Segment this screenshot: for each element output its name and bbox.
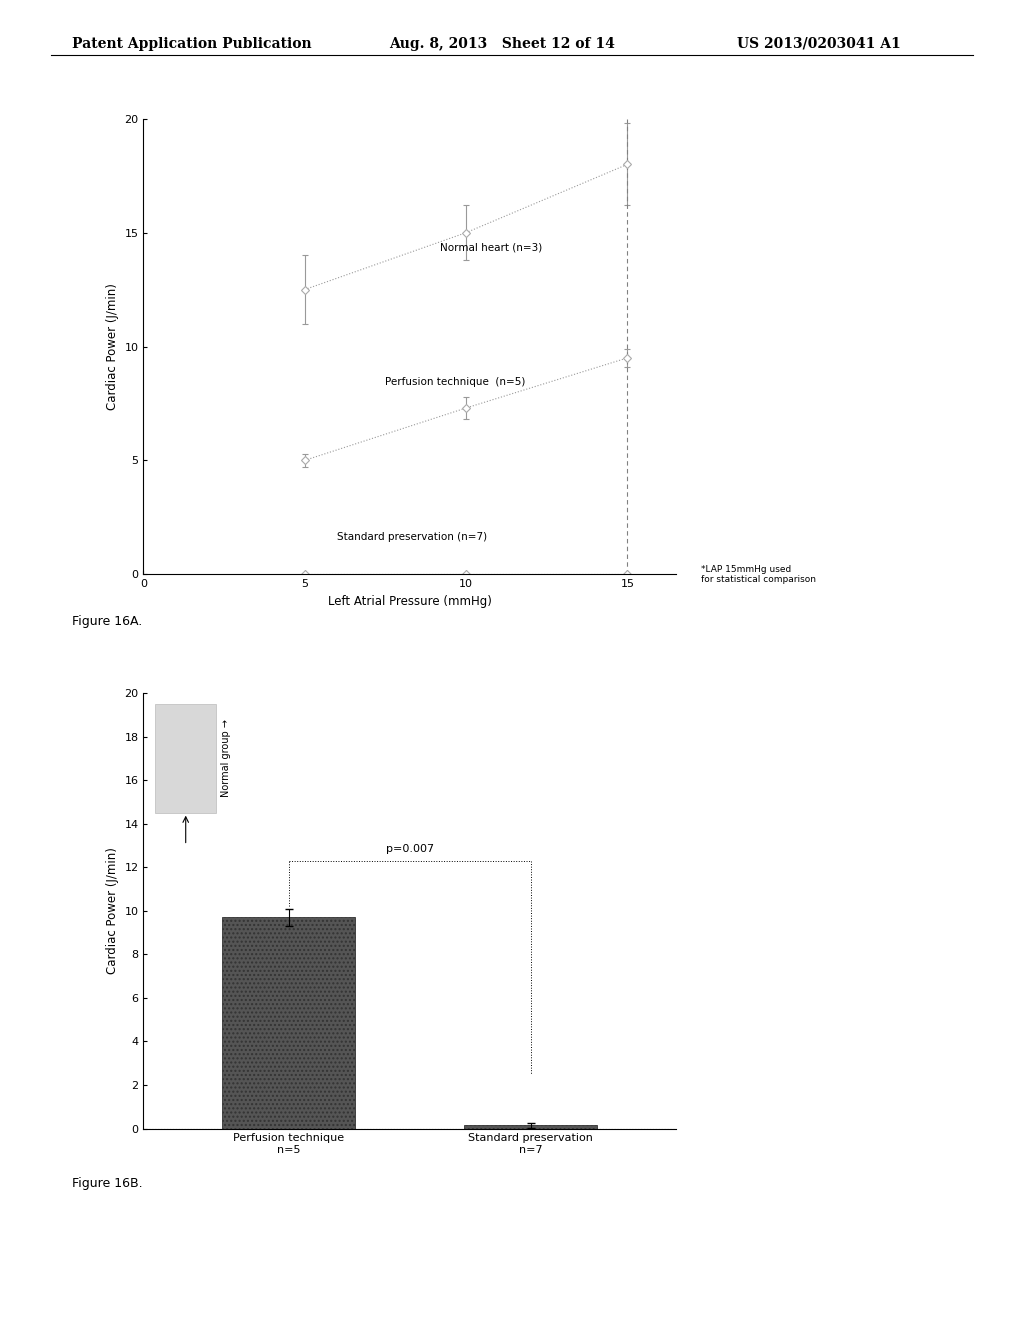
Text: Patent Application Publication: Patent Application Publication [72,37,311,51]
Y-axis label: Cardiac Power (J/min): Cardiac Power (J/min) [105,847,119,974]
Text: p=0.007: p=0.007 [386,845,433,854]
Bar [464,1126,597,1129]
Text: Normal group →: Normal group → [221,719,230,797]
Bar [156,704,216,813]
Bar [222,917,355,1129]
Text: US 2013/0203041 A1: US 2013/0203041 A1 [737,37,901,51]
Text: Standard preservation (n=7): Standard preservation (n=7) [337,532,487,543]
Text: Figure 16A.: Figure 16A. [72,615,142,628]
Text: *LAP 15mmHg used
for statistical comparison: *LAP 15mmHg used for statistical compari… [701,565,816,585]
X-axis label: Left Atrial Pressure (mmHg): Left Atrial Pressure (mmHg) [328,594,492,607]
Y-axis label: Cardiac Power (J/min): Cardiac Power (J/min) [105,282,119,411]
Text: Perfusion technique  (n=5): Perfusion technique (n=5) [385,378,525,387]
Text: Normal heart (n=3): Normal heart (n=3) [440,243,543,253]
Text: Figure 16B.: Figure 16B. [72,1177,142,1191]
Text: Aug. 8, 2013   Sheet 12 of 14: Aug. 8, 2013 Sheet 12 of 14 [389,37,615,51]
